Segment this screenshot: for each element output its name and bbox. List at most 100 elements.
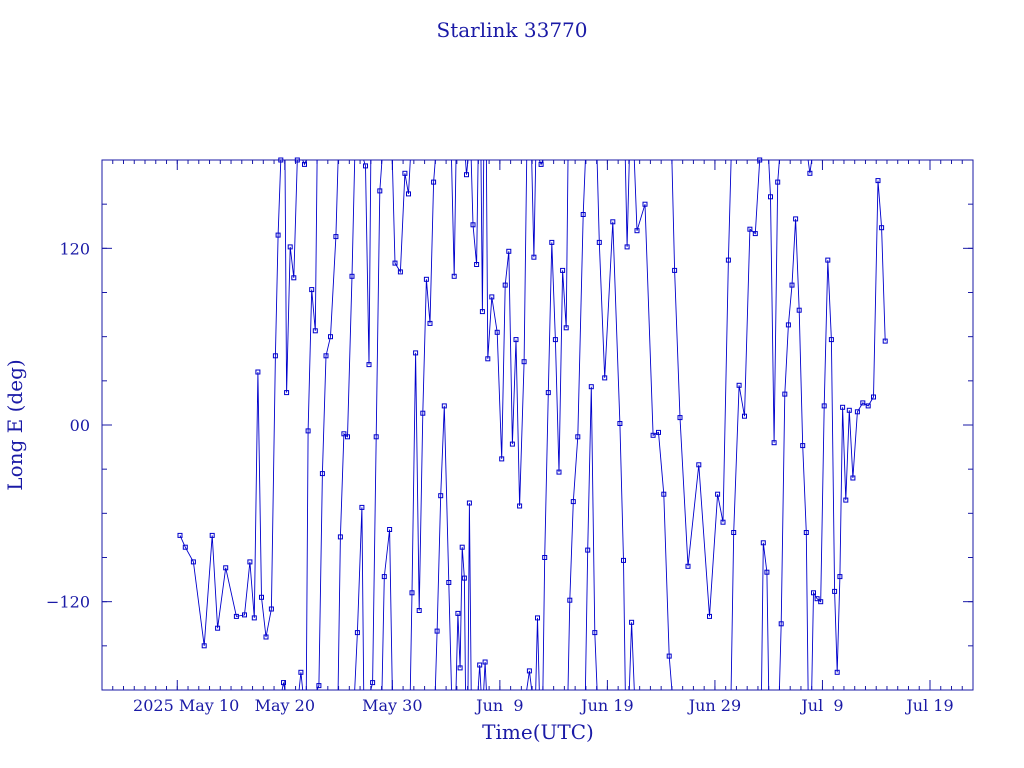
data-point bbox=[431, 179, 437, 185]
data-point bbox=[464, 172, 469, 178]
data-point bbox=[843, 497, 849, 503]
data-point bbox=[629, 619, 635, 625]
x-tick-label: Jun 29 bbox=[687, 696, 741, 715]
data-point bbox=[509, 441, 515, 447]
data-point bbox=[768, 194, 773, 200]
data-point bbox=[223, 565, 229, 571]
data-point bbox=[182, 544, 188, 550]
data-point bbox=[275, 232, 281, 238]
data-point bbox=[215, 625, 221, 631]
data-point bbox=[438, 493, 444, 499]
data-point bbox=[427, 320, 433, 326]
data-point bbox=[328, 334, 333, 340]
data-point bbox=[291, 275, 297, 281]
data-point bbox=[319, 471, 325, 477]
data-point bbox=[818, 599, 824, 605]
data-point bbox=[201, 643, 207, 649]
data-point bbox=[298, 669, 304, 675]
data-point bbox=[451, 273, 457, 279]
data-point bbox=[263, 634, 269, 640]
data-point bbox=[796, 307, 802, 313]
data-point bbox=[736, 382, 742, 388]
data-point bbox=[803, 530, 809, 535]
data-point bbox=[764, 569, 770, 575]
data-point bbox=[513, 337, 519, 343]
data-point bbox=[406, 191, 411, 197]
data-point bbox=[413, 350, 419, 356]
data-point bbox=[466, 500, 472, 506]
data-point bbox=[294, 157, 300, 163]
data-point bbox=[742, 413, 747, 419]
data-point bbox=[354, 630, 360, 636]
data-point bbox=[592, 630, 598, 636]
data-point bbox=[811, 590, 816, 596]
data-point bbox=[446, 580, 452, 585]
data-point bbox=[255, 369, 261, 375]
data-point bbox=[485, 356, 491, 362]
data-point bbox=[337, 534, 343, 540]
data-point bbox=[575, 434, 581, 440]
data-point bbox=[251, 615, 257, 621]
data-point bbox=[402, 170, 408, 176]
data-point bbox=[341, 431, 347, 437]
data-point bbox=[807, 170, 813, 176]
data-point bbox=[580, 212, 586, 217]
data-point bbox=[757, 157, 763, 163]
data-point bbox=[272, 353, 278, 359]
data-point bbox=[397, 269, 403, 275]
data-point bbox=[461, 575, 467, 581]
x-tick-label: May 30 bbox=[362, 696, 422, 715]
y-tick-labels: −120 00 120 bbox=[46, 239, 90, 611]
data-point bbox=[666, 653, 672, 659]
data-point bbox=[502, 282, 508, 288]
data-point bbox=[800, 443, 806, 449]
data-point bbox=[370, 680, 376, 686]
data-point bbox=[793, 216, 799, 222]
data-point bbox=[552, 337, 558, 343]
data-point bbox=[610, 219, 616, 225]
data-point bbox=[656, 429, 661, 435]
data-point bbox=[846, 407, 852, 413]
data-point bbox=[345, 434, 350, 440]
data-point bbox=[731, 530, 737, 535]
data-point bbox=[775, 179, 781, 185]
x-tick-label: Jul 19 bbox=[904, 696, 953, 715]
data-point bbox=[854, 409, 860, 415]
data-point bbox=[420, 410, 426, 416]
data-point bbox=[305, 428, 311, 434]
x-tick-label: 2025 May 10 bbox=[133, 696, 239, 715]
data-point bbox=[634, 228, 640, 234]
data-point bbox=[477, 662, 483, 668]
data-point bbox=[506, 248, 512, 254]
data-point bbox=[316, 683, 322, 689]
data-point bbox=[281, 680, 286, 686]
data-point bbox=[677, 415, 683, 421]
y-tick-label: 00 bbox=[70, 416, 90, 435]
data-point bbox=[585, 547, 591, 553]
data-point bbox=[381, 574, 387, 580]
data-point bbox=[363, 163, 368, 169]
data-point bbox=[715, 491, 721, 497]
data-point bbox=[760, 540, 766, 546]
data-point bbox=[209, 532, 215, 538]
x-tick-label: May 20 bbox=[255, 696, 315, 715]
data-point bbox=[778, 621, 784, 627]
data-point bbox=[696, 462, 702, 468]
chart-title: Starlink 33770 bbox=[437, 18, 588, 42]
data-point bbox=[526, 668, 532, 674]
data-point bbox=[259, 594, 264, 600]
data-point bbox=[752, 231, 758, 237]
data-point bbox=[387, 527, 393, 532]
data-point bbox=[392, 260, 398, 266]
data-point bbox=[312, 328, 318, 334]
data-point bbox=[588, 384, 594, 390]
data-point bbox=[685, 563, 691, 569]
data-point bbox=[563, 325, 569, 331]
data-point bbox=[871, 394, 876, 400]
data-point bbox=[771, 440, 777, 446]
x-tick-labels: 2025 May 10 May 20 May 30 Jun 9 Jun 19 Jun 29… bbox=[133, 696, 954, 715]
x-axis-label: Time(UTC) bbox=[482, 720, 594, 744]
data-point bbox=[782, 391, 788, 397]
data-point bbox=[474, 262, 480, 267]
